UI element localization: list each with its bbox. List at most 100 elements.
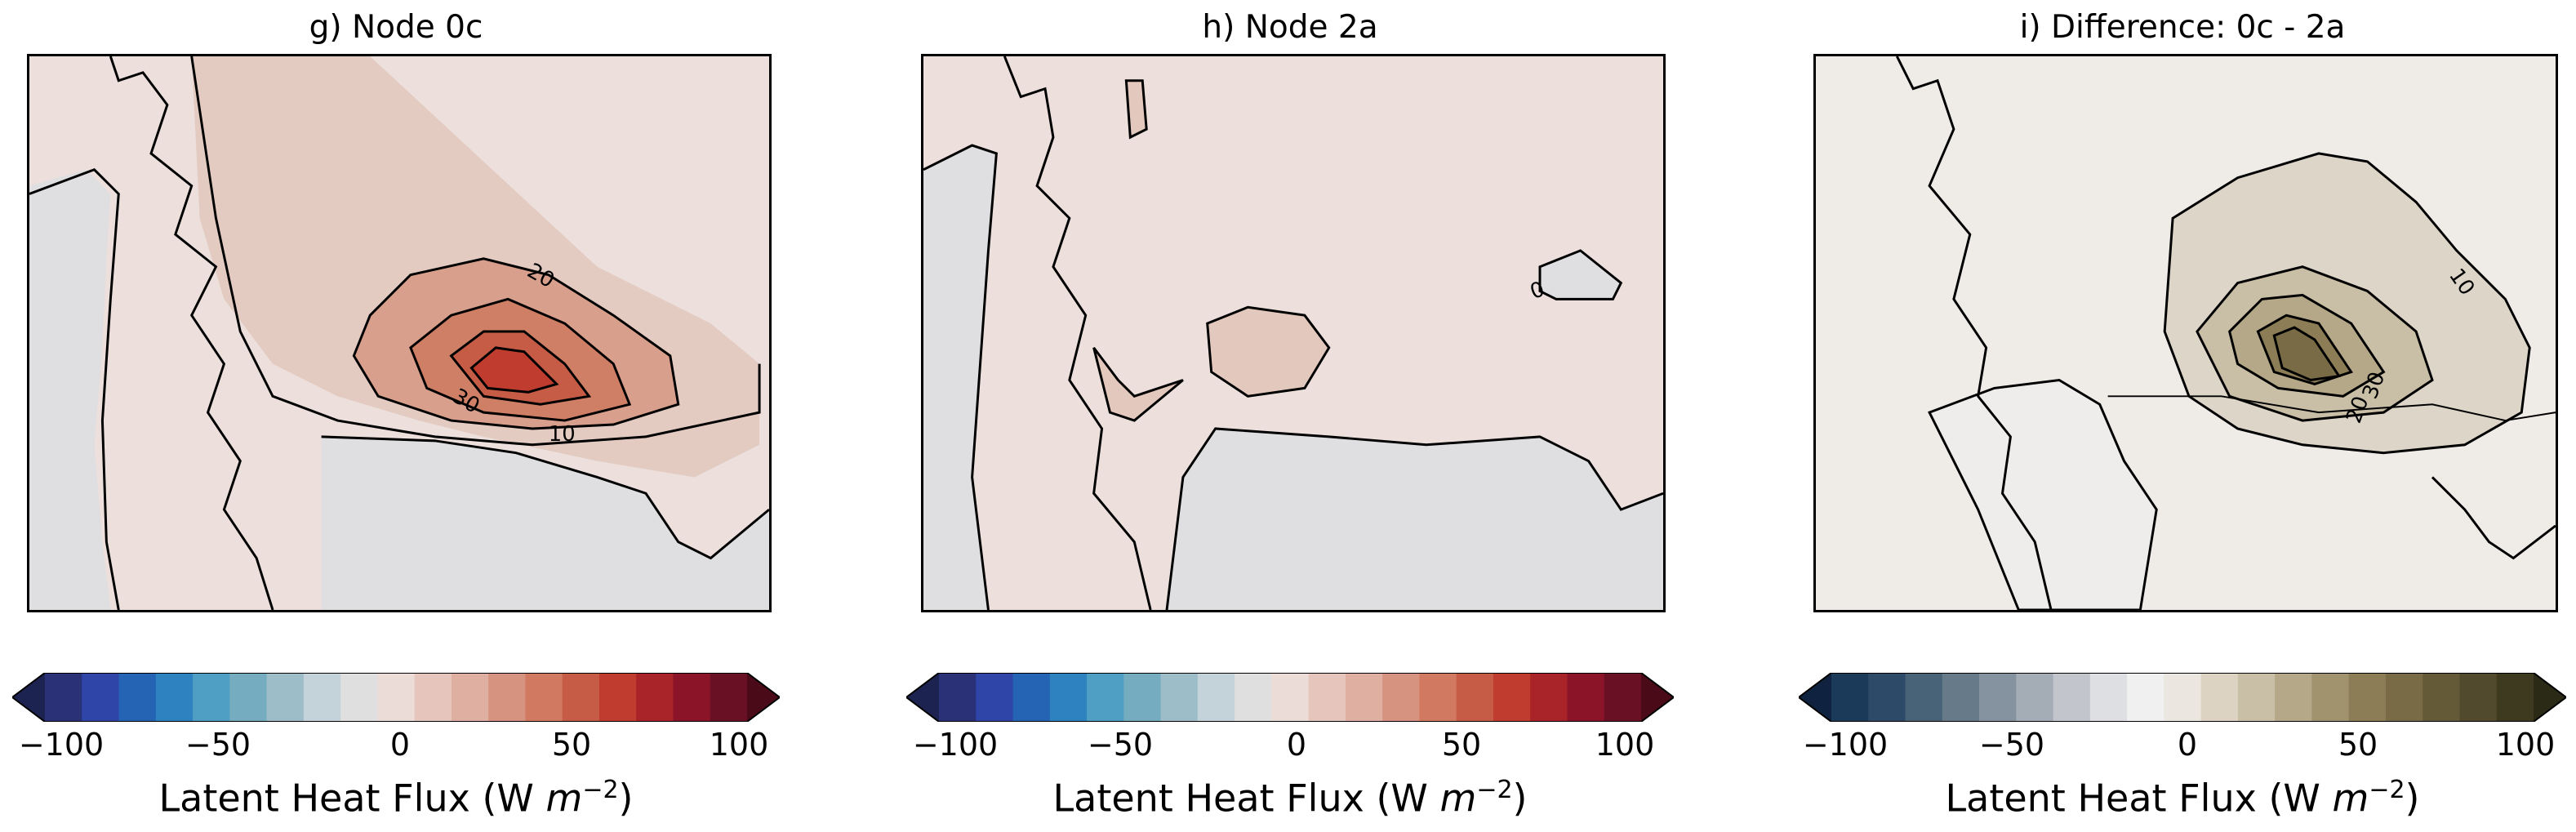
colorbar: [1799, 673, 2566, 722]
colorbar-bin: [2089, 673, 2128, 722]
contour-10-patch: [1092, 346, 1184, 422]
colorbar-bin: [1123, 673, 1162, 722]
colorbar-bin: [1087, 673, 1124, 722]
colorbar-bin: [2200, 673, 2239, 722]
colorbar-bin: [2237, 673, 2276, 722]
colorbar-tick: 0: [389, 727, 411, 763]
contour-negative: [1928, 378, 2158, 610]
colorbar: [12, 673, 780, 722]
colorbar-bin: [525, 673, 563, 722]
colorbar-tick: −100: [18, 727, 105, 763]
colorbar-tick: −50: [1978, 727, 2045, 763]
colorbar: [906, 673, 1674, 722]
colorbar-bin: [1905, 673, 1943, 722]
colorbar-bin: [1530, 673, 1568, 722]
colorbar-extend-high: [2534, 673, 2566, 722]
colorbar-bin: [488, 673, 526, 722]
colorbar-bin: [673, 673, 711, 722]
contour-map: 20 30 10: [29, 56, 769, 610]
panel-node-0c: g) Node 0c 20 30 10: [12, 0, 780, 832]
colorbar-bin: [82, 673, 120, 722]
contour-max: [2272, 326, 2342, 382]
coastline-fjords: [1896, 56, 2053, 610]
colorbar-bin: [266, 673, 305, 722]
land-south: [321, 436, 769, 610]
contour-label-10: 10: [549, 422, 576, 447]
colorbar-bin: [193, 673, 230, 722]
colorbar-bin: [1831, 673, 1869, 722]
colorbar-bin: [1942, 673, 1980, 722]
colorbar-bin: [2053, 673, 2091, 722]
colorbar-extend-low: [1799, 673, 1831, 722]
colorbar-bin: [1049, 673, 1088, 722]
colorbar-bin: [2016, 673, 2054, 722]
colorbar-bin: [1160, 673, 1199, 722]
coastline-fjords: [109, 56, 274, 610]
coastline-south: [2431, 476, 2556, 560]
colorbar-bin: [636, 673, 674, 722]
contour-50: [469, 346, 559, 394]
colorbar-bin: [1567, 673, 1605, 722]
colorbar-bin: [2385, 673, 2423, 722]
contour-map: 10 30 20: [1816, 56, 2556, 610]
colorbar-tick: 50: [551, 727, 592, 763]
colorbar-bin: [2127, 673, 2164, 722]
contour-west: [29, 168, 120, 610]
colorbar-label: Latent Heat Flux (W m−2): [1052, 776, 1528, 821]
colorbar-extend-low: [906, 673, 939, 722]
colorbar-bin: [1868, 673, 1906, 722]
colorbar-bin: [2164, 673, 2202, 722]
colorbar-bin: [2348, 673, 2387, 722]
panel-title: i) Difference: 0c - 2a: [2019, 9, 2346, 46]
coastline-south: [1165, 427, 1663, 610]
colorbar-bin: [939, 673, 977, 722]
colorbar-bin: [2459, 673, 2498, 722]
land-west: [923, 145, 997, 610]
colorbar-bin: [1604, 673, 1642, 722]
colorbar-bin: [2496, 673, 2534, 722]
colorbar-bin: [414, 673, 452, 722]
contour-west: [923, 144, 998, 610]
colorbar-bin: [45, 673, 82, 722]
colorbar-bin: [2423, 673, 2460, 722]
colorbar-bin: [229, 673, 268, 722]
ice-edge-line: [2107, 395, 2556, 422]
colorbar-bin: [562, 673, 600, 722]
colorbar-bin: [1382, 673, 1420, 722]
colorbar-bin: [1979, 673, 2017, 722]
panel-title: h) Node 2a: [1202, 9, 1378, 46]
colorbar-bin: [1456, 673, 1494, 722]
colorbar-tick: 0: [2177, 727, 2198, 763]
colorbar-extend-high: [1641, 673, 1674, 722]
colorbar-tick: 100: [1595, 727, 1655, 763]
colorbar-extend-low: [12, 673, 45, 722]
colorbar-label: Latent Heat Flux (W m−2): [1945, 776, 2420, 821]
contour-10-patch: [1206, 305, 1331, 398]
colorbar-bin: [1493, 673, 1531, 722]
colorbar-extend-high: [747, 673, 780, 722]
land-west: [29, 169, 111, 610]
colorbar-bin: [1271, 673, 1310, 722]
colorbar-tick: 50: [2338, 727, 2378, 763]
land-south: [1167, 428, 1663, 610]
colorbar-bin: [451, 673, 489, 722]
colorbar-bin: [598, 673, 637, 722]
colorbar-bin: [1197, 673, 1235, 722]
colorbar-tick: 50: [1441, 727, 1482, 763]
colorbar-bin: [1345, 673, 1383, 722]
contour-map: 0: [923, 56, 1663, 610]
colorbar-bin: [340, 673, 378, 722]
colorbar-tick: −50: [1087, 727, 1154, 763]
colorbar-bin: [2275, 673, 2312, 722]
colorbar-tick: 100: [2495, 727, 2556, 763]
colorbar-tick: 100: [709, 727, 769, 763]
colorbar-bin: [303, 673, 341, 722]
colorbar-bin: [1235, 673, 1272, 722]
colorbar-bin: [1419, 673, 1457, 722]
colorbar-tick: −100: [912, 727, 999, 763]
map-plot: 20 30 10: [27, 54, 772, 612]
colorbar-tick: −50: [185, 727, 251, 763]
panel-difference: i) Difference: 0c - 2a 10 30 20 −100 −50…: [1799, 0, 2566, 832]
colorbar-bin: [1012, 673, 1051, 722]
colorbar-bin: [976, 673, 1014, 722]
